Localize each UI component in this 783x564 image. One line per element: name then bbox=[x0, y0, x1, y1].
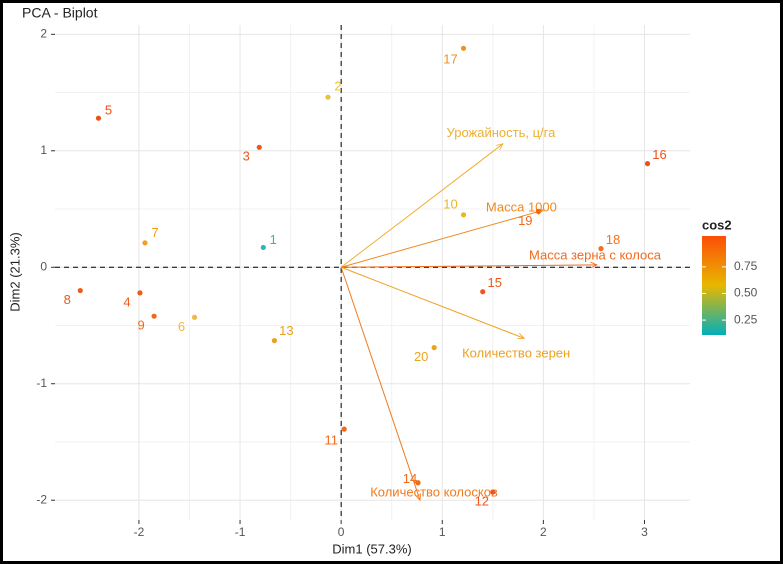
y-tick-label: 2 bbox=[40, 26, 47, 40]
individual-point bbox=[260, 244, 266, 251]
individual-point bbox=[431, 345, 437, 351]
variable-arrow bbox=[340, 144, 503, 268]
y-tick-label: -2 bbox=[36, 492, 47, 506]
x-tick-label: 0 bbox=[338, 525, 345, 539]
variable-arrow bbox=[340, 267, 420, 500]
x-tick-label: -2 bbox=[134, 525, 145, 539]
individual-point bbox=[256, 144, 262, 150]
individual-point bbox=[341, 426, 347, 432]
individual-label: 8 bbox=[64, 292, 71, 307]
y-tick-label: 0 bbox=[40, 259, 47, 273]
individual-label: 12 bbox=[475, 493, 489, 508]
x-tick-label: -1 bbox=[235, 525, 246, 539]
colorbar-tick-label: 0.50 bbox=[734, 286, 758, 300]
variable-arrow bbox=[340, 266, 524, 338]
variable-label: Количество колосков bbox=[370, 485, 498, 500]
individual-point bbox=[137, 290, 143, 296]
individual-label: 16 bbox=[652, 147, 666, 162]
individual-label: 7 bbox=[151, 225, 158, 240]
x-axis-label: Dim1 (57.3%) bbox=[332, 541, 411, 556]
legend-title: cos2 bbox=[702, 217, 732, 232]
variable-arrow bbox=[341, 210, 543, 268]
individual-point bbox=[191, 314, 198, 320]
individual-point bbox=[151, 313, 157, 319]
individual-point bbox=[598, 246, 604, 252]
individual-label: 15 bbox=[487, 275, 501, 290]
individual-label: 20 bbox=[414, 349, 428, 364]
chart-title: PCA - Biplot bbox=[22, 5, 98, 21]
individual-point bbox=[644, 161, 651, 167]
individual-point bbox=[460, 212, 467, 218]
variable-arrow bbox=[341, 265, 597, 267]
individual-label: 2 bbox=[334, 79, 341, 94]
individual-point bbox=[490, 489, 496, 495]
colorbar bbox=[702, 236, 726, 335]
individual-point bbox=[77, 287, 83, 294]
x-tick-label: 2 bbox=[540, 525, 547, 539]
y-tick-label: 1 bbox=[40, 143, 47, 157]
individual-point bbox=[271, 338, 278, 344]
individual-label: 11 bbox=[324, 433, 338, 448]
individual-point bbox=[325, 94, 331, 100]
individual-label: 18 bbox=[606, 232, 620, 247]
y-tick-label: -1 bbox=[36, 376, 47, 390]
individual-label: 17 bbox=[443, 52, 457, 67]
colorbar-tick-label: 0.25 bbox=[734, 312, 758, 326]
individual-label: 5 bbox=[105, 103, 112, 118]
individual-label: 6 bbox=[178, 319, 185, 334]
individual-point bbox=[480, 289, 486, 295]
individual-point bbox=[142, 240, 148, 246]
individual-label: 14 bbox=[403, 471, 417, 486]
individual-label: 9 bbox=[137, 318, 144, 333]
x-tick-label: 3 bbox=[641, 525, 648, 539]
individual-label: 19 bbox=[518, 213, 532, 228]
individual-label: 13 bbox=[279, 323, 293, 338]
individual-point bbox=[535, 208, 541, 214]
variable-label: Масса зерна с колоса bbox=[529, 247, 662, 262]
individual-label: 1 bbox=[270, 232, 277, 247]
variable-label: Урожайность, ц/га bbox=[447, 125, 557, 140]
colorbar-tick-label: 0.75 bbox=[734, 259, 758, 273]
individual-label: 3 bbox=[243, 149, 250, 164]
individual-point bbox=[95, 115, 102, 121]
individual-point bbox=[415, 480, 421, 486]
individual-label: 4 bbox=[123, 294, 130, 309]
y-axis-label: Dim2 (21.3%) bbox=[7, 232, 22, 311]
individual-label: 10 bbox=[443, 196, 457, 211]
individual-point bbox=[460, 45, 467, 51]
variable-label: Количество зерен bbox=[462, 346, 570, 361]
x-tick-label: 1 bbox=[439, 525, 446, 539]
